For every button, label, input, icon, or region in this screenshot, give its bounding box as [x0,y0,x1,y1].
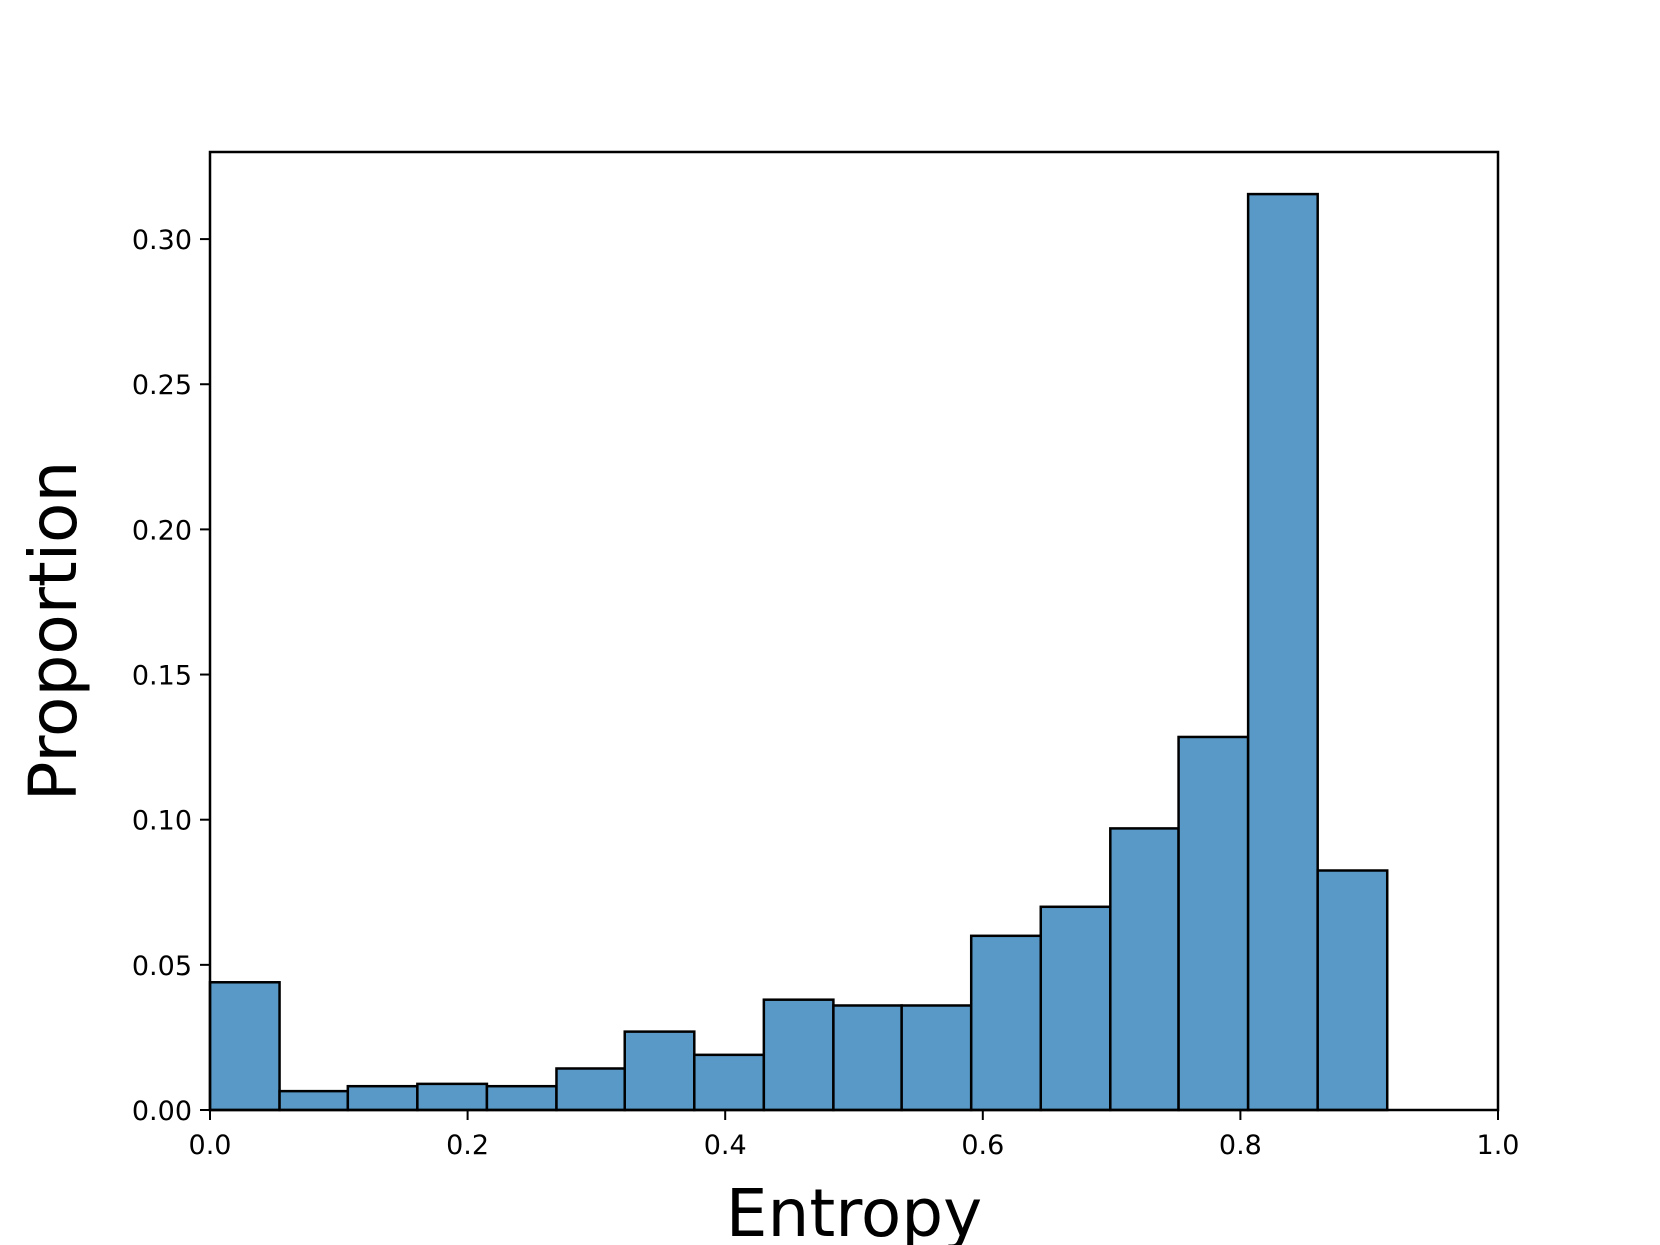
histogram-bar-15 [1246,192,1319,1112]
y-axis-label: Proportion [15,461,92,802]
x-tick-label-0: 0.0 [189,1130,232,1161]
x-tick-label-3: 0.6 [961,1130,1004,1161]
histogram-bar-7 [693,1053,766,1112]
y-tick-label-1: 0.05 [132,951,192,982]
x-axis-ticks: 0.0 0.2 0.4 0.6 0.8 1.0 [189,1110,1520,1161]
histogram-bars [208,192,1389,1112]
histogram-bar-9 [832,1004,903,1112]
x-tick-label-2: 0.4 [704,1130,747,1161]
x-axis-label: Entropy [726,1175,982,1245]
y-tick-label-5: 0.25 [132,370,192,401]
histogram-bar-3 [416,1082,489,1112]
x-tick-label-5: 1.0 [1477,1130,1520,1161]
x-tick-label-4: 0.8 [1219,1130,1262,1161]
histogram-bar-0 [208,981,281,1112]
histogram-bar-11 [969,934,1043,1112]
plot-frame [208,150,1500,1112]
histogram-bar-8 [762,998,835,1112]
histogram-bar-12 [1039,905,1112,1112]
histogram-bar-4 [485,1084,558,1112]
histogram-bar-16 [1316,869,1389,1112]
histogram-bar-1 [278,1089,350,1112]
y-tick-label-0: 0.00 [132,1096,192,1127]
histogram-bar-2 [346,1084,419,1112]
histogram-bar-13 [1109,827,1180,1112]
histogram-bar-6 [623,1030,696,1112]
y-tick-label-3: 0.15 [132,661,192,692]
histogram-bar-10 [900,1004,973,1112]
y-tick-label-6: 0.30 [132,225,192,256]
x-tick-label-1: 0.2 [446,1130,489,1161]
y-axis-ticks: 0.00 0.05 0.10 0.15 0.20 0.25 0.30 [132,225,210,1127]
y-tick-label-2: 0.10 [132,806,192,837]
histogram-bar-5 [555,1067,626,1112]
histogram-bar-14 [1177,735,1250,1112]
y-tick-label-4: 0.20 [132,515,192,546]
